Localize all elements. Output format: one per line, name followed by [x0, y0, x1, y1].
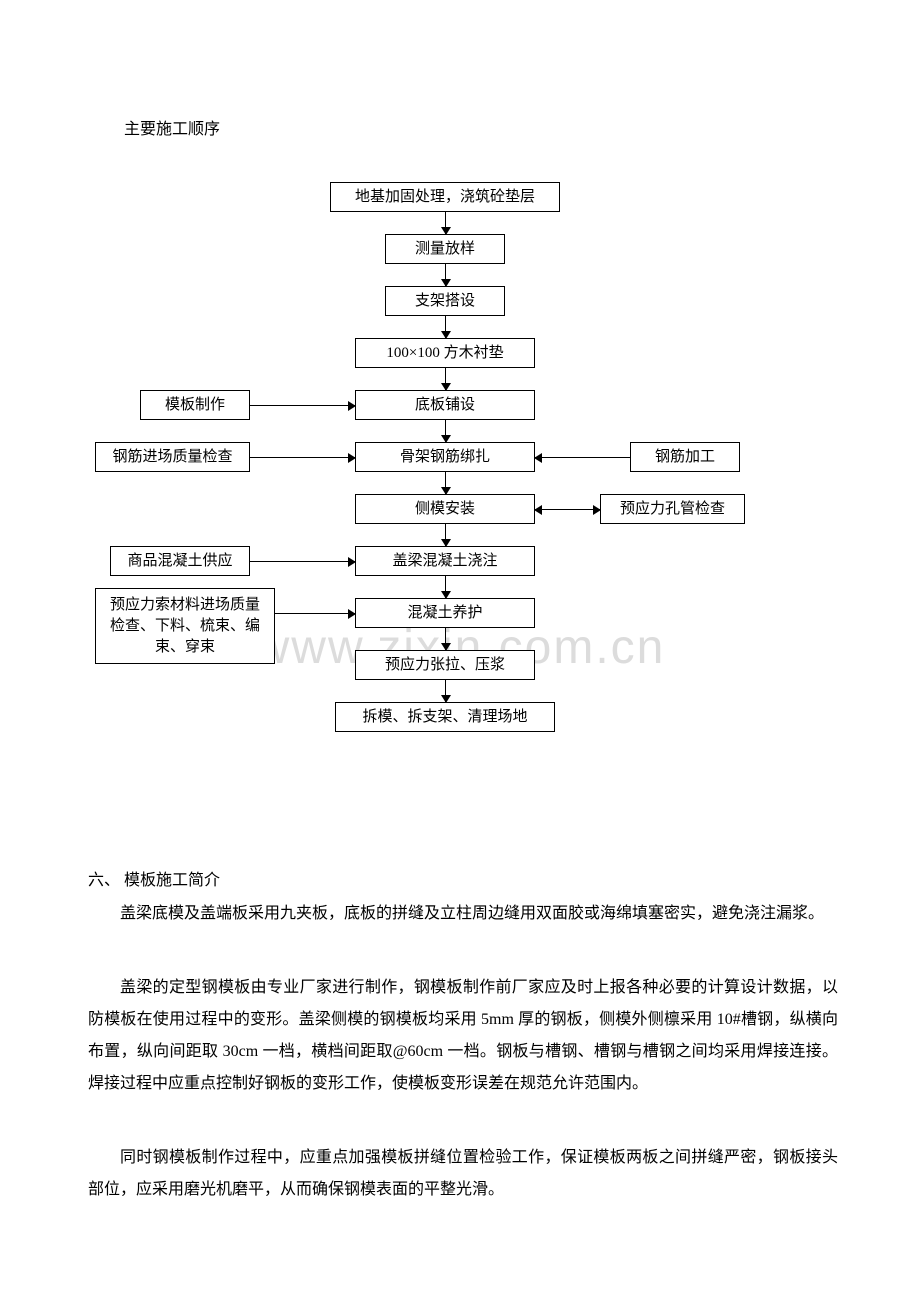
node-rebar-tie: 骨架钢筋绑扎	[355, 442, 535, 472]
node-curing: 混凝土养护	[355, 598, 535, 628]
arrow	[445, 420, 446, 442]
node-rebar-process: 钢筋加工	[630, 442, 740, 472]
arrow	[250, 561, 355, 562]
heading-main: 主要施工顺序	[124, 115, 220, 139]
section-title: 六、 模板施工简介	[88, 866, 220, 890]
node-formwork-make: 模板制作	[140, 390, 250, 420]
arrow	[535, 509, 600, 510]
arrow	[445, 472, 446, 494]
arrow	[445, 628, 446, 650]
arrow	[445, 680, 446, 702]
paragraph-2: 盖梁的定型钢模板由专业厂家进行制作，钢模板制作前厂家应及时上报各种必要的计算设计…	[88, 972, 838, 1100]
node-prestress-material: 预应力索材料进场质量检查、下料、梳束、编束、穿束	[95, 588, 275, 664]
arrow	[275, 613, 355, 614]
node-prestress: 预应力张拉、压浆	[355, 650, 535, 680]
arrow	[445, 368, 446, 390]
arrow	[250, 457, 355, 458]
paragraph-1: 盖梁底模及盖端板采用九夹板，底板的拼缝及立柱周边缝用双面胶或海绵填塞密实，避免浇…	[88, 898, 838, 930]
arrow	[445, 212, 446, 234]
arrow	[445, 264, 446, 286]
node-sideform: 侧模安装	[355, 494, 535, 524]
arrow	[250, 405, 355, 406]
paragraph-3: 同时钢模板制作过程中，应重点加强模板拼缝位置检验工作，保证模板两板之间拼缝严密，…	[88, 1142, 838, 1206]
node-survey: 测量放样	[385, 234, 505, 264]
node-timber: 100×100 方木衬垫	[355, 338, 535, 368]
node-scaffold: 支架搭设	[385, 286, 505, 316]
node-concrete-supply: 商品混凝土供应	[110, 546, 250, 576]
arrow	[445, 524, 446, 546]
arrow	[535, 457, 630, 458]
node-prestress-hole-check: 预应力孔管检查	[600, 494, 745, 524]
node-foundation: 地基加固处理，浇筑砼垫层	[330, 182, 560, 212]
node-baseplate: 底板铺设	[355, 390, 535, 420]
node-concrete-pour: 盖梁混凝土浇注	[355, 546, 535, 576]
arrow	[445, 316, 446, 338]
node-remove: 拆模、拆支架、清理场地	[335, 702, 555, 732]
arrow	[445, 576, 446, 598]
flowchart: 地基加固处理，浇筑砼垫层 测量放样 支架搭设 100×100 方木衬垫 底板铺设…	[0, 170, 920, 850]
node-rebar-qc: 钢筋进场质量检查	[95, 442, 250, 472]
